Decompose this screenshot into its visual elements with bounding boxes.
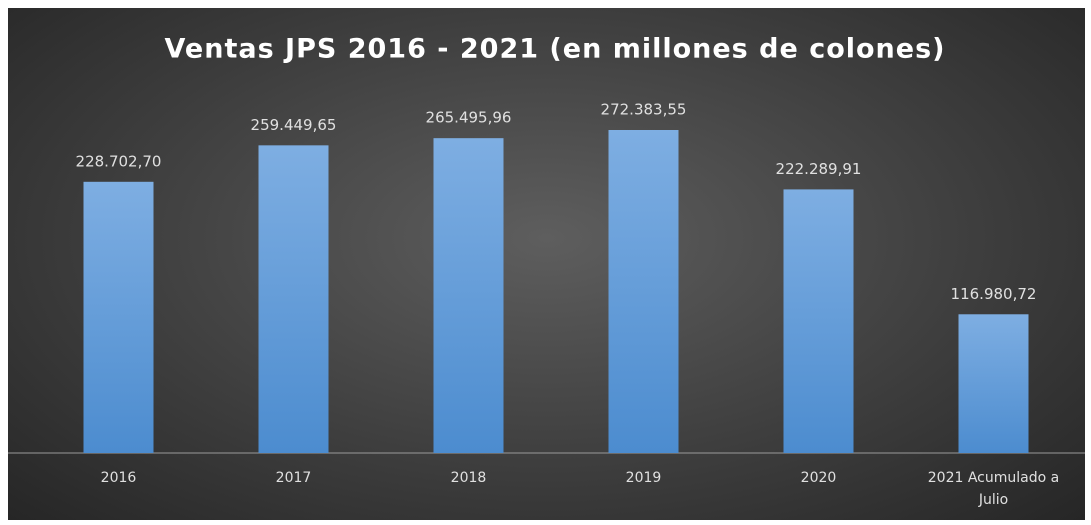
data-label: 116.980,72	[951, 285, 1037, 303]
bar	[958, 314, 1029, 453]
chart-title: Ventas JPS 2016 - 2021 (en millones de c…	[165, 34, 946, 65]
data-label: 228.702,70	[76, 152, 162, 170]
bar	[783, 189, 854, 453]
bar	[433, 138, 504, 454]
x-tick-label: 2021 Acumulado a Julio	[927, 470, 1060, 508]
data-label: 265.495,96	[426, 109, 512, 127]
data-label: 272.383,55	[601, 101, 687, 119]
bar	[258, 145, 329, 453]
bar	[608, 130, 679, 453]
data-label: 259.449,65	[251, 116, 337, 134]
x-tick-label: 2018	[450, 470, 487, 486]
bar	[83, 181, 154, 453]
x-tick-label: 2019	[625, 470, 662, 486]
x-tick-label: 2020	[800, 470, 837, 486]
data-label: 222.289,91	[776, 160, 862, 178]
x-tick-label: 2016	[100, 470, 137, 486]
chart: Ventas JPS 2016 - 2021 (en millones de c…	[8, 8, 1085, 520]
chart-svg: Ventas JPS 2016 - 2021 (en millones de c…	[8, 34, 1085, 454]
x-tick-label: 2017	[275, 470, 312, 486]
